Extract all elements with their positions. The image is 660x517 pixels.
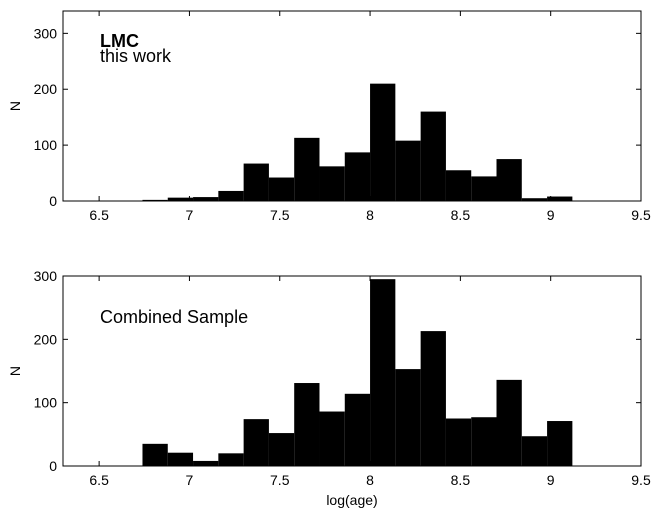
histogram-bar <box>243 163 269 201</box>
histogram-bar <box>547 421 573 466</box>
x-axis-top: 6.5 7 7.5 8 8.5 9 9.5 <box>89 11 651 223</box>
x-tick-label: 8.5 <box>451 472 471 488</box>
annotation-top: this work <box>100 46 172 66</box>
histogram-bar <box>445 418 472 466</box>
panel-combined-sample: 0 100 200 300 6.5 7 7.5 8 8.5 9 9.5 N Combined Sa… <box>7 268 651 508</box>
histogram-bar <box>344 393 371 466</box>
histogram-bar <box>167 197 194 201</box>
histogram-bar <box>420 111 446 201</box>
y-tick-label: 0 <box>49 193 57 209</box>
histogram-bar <box>420 331 446 466</box>
histogram-bar <box>395 140 421 201</box>
x-tick-label: 9 <box>547 472 555 488</box>
histogram-bar <box>268 433 295 466</box>
y-tick-label: 100 <box>34 395 58 411</box>
y-axis-bottom: 0 100 200 300 <box>34 268 641 474</box>
x-tick-label: 7 <box>186 472 194 488</box>
x-tick-label: 8 <box>366 472 374 488</box>
histogram-bar <box>370 279 396 466</box>
x-tick-label: 8 <box>366 207 374 223</box>
histogram-bar <box>521 198 548 201</box>
histogram-bar <box>496 379 522 466</box>
x-tick-label: 8.5 <box>451 207 471 223</box>
x-tick-label: 9.5 <box>631 472 651 488</box>
histogram-bar <box>243 419 269 466</box>
y-axis-top: 0 100 200 300 <box>34 25 641 209</box>
bars-top <box>142 83 573 201</box>
x-tick-label: 7.5 <box>270 207 290 223</box>
histogram-bar <box>471 417 497 466</box>
histogram-bar <box>547 196 573 201</box>
y-axis-label-bottom: N <box>7 366 23 376</box>
y-tick-label: 0 <box>49 458 57 474</box>
x-tick-label: 9.5 <box>631 207 651 223</box>
x-tick-label: 6.5 <box>89 472 109 488</box>
bars-bottom <box>142 279 573 466</box>
histogram-bar <box>370 83 396 201</box>
histogram-bar <box>142 443 168 466</box>
histogram-bar <box>395 369 421 466</box>
histogram-bar <box>167 452 194 466</box>
annotation-bold-top: LMC <box>100 31 139 51</box>
x-axis-bottom: 6.5 7 7.5 8 8.5 9 9.5 <box>89 276 651 488</box>
histogram-bar <box>193 460 219 466</box>
histogram-bar <box>294 383 320 466</box>
y-tick-label: 300 <box>34 25 58 41</box>
histogram-bar <box>142 199 168 201</box>
annotation-bottom: Combined Sample <box>100 307 248 327</box>
histogram-bar <box>218 453 244 466</box>
x-tick-label: 6.5 <box>89 207 109 223</box>
histogram-bar <box>193 197 219 201</box>
histogram-bar <box>319 411 345 466</box>
y-tick-label: 300 <box>34 268 58 284</box>
y-tick-label: 200 <box>34 331 58 347</box>
x-tick-label: 9 <box>547 207 555 223</box>
x-axis-label: log(age) <box>326 492 377 508</box>
histogram-bar <box>319 166 345 201</box>
histogram-bar <box>471 176 497 201</box>
x-tick-label: 7 <box>186 207 194 223</box>
histogram-bar <box>521 436 548 466</box>
x-tick-label: 7.5 <box>270 472 290 488</box>
y-tick-label: 100 <box>34 137 58 153</box>
histogram-bar <box>445 170 472 201</box>
histogram-bar <box>496 159 522 201</box>
histogram-bar <box>218 190 244 201</box>
panel-lmc-this-work: 0 100 200 300 6.5 7 7.5 8 8.5 9 9.5 N LMC this wo… <box>7 10 651 223</box>
histogram-bar <box>268 177 295 201</box>
y-tick-label: 200 <box>34 81 58 97</box>
histogram-bar <box>344 152 371 201</box>
histogram-bar <box>294 137 320 201</box>
y-axis-label-top: N <box>7 101 23 111</box>
